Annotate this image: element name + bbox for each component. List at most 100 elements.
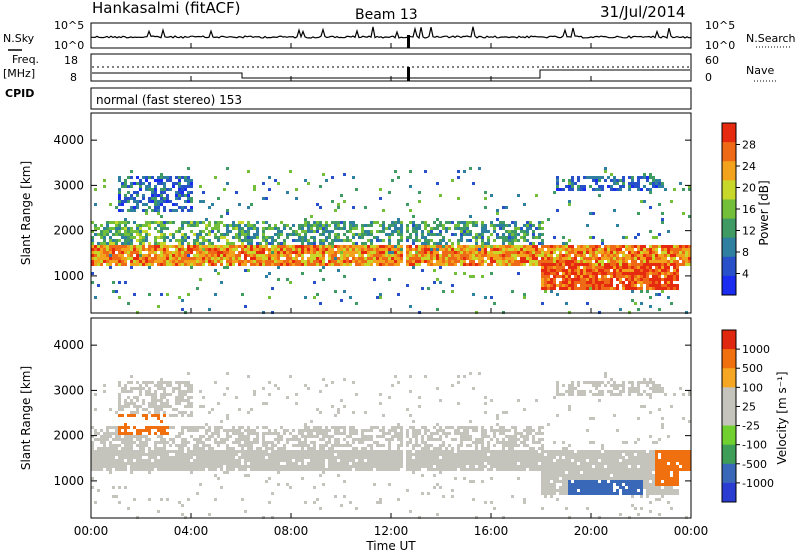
power-cell bbox=[625, 278, 628, 281]
power-cell bbox=[433, 245, 436, 248]
power-cell bbox=[454, 260, 457, 263]
power-cell bbox=[418, 251, 421, 254]
power-cell bbox=[676, 272, 679, 275]
velocity-cell bbox=[139, 438, 142, 441]
power-cell bbox=[208, 248, 211, 251]
power-cell bbox=[604, 179, 607, 182]
power-cell bbox=[562, 179, 565, 182]
power-cell bbox=[304, 248, 307, 251]
power-cell bbox=[307, 221, 310, 224]
power-cell bbox=[640, 302, 643, 305]
power-cell bbox=[520, 251, 523, 254]
power-cell bbox=[382, 254, 385, 257]
velocity-cell bbox=[127, 447, 130, 450]
power-cell bbox=[181, 191, 184, 194]
velocity-cell bbox=[199, 426, 202, 429]
velocity-cell bbox=[439, 444, 442, 447]
power-cell bbox=[208, 239, 211, 242]
power-cell bbox=[679, 263, 682, 266]
power-cell bbox=[586, 245, 589, 248]
power-cell bbox=[214, 293, 217, 296]
velocity-cell bbox=[184, 438, 187, 441]
power-cell bbox=[634, 251, 637, 254]
power-cell bbox=[643, 272, 646, 275]
power-cell bbox=[91, 245, 94, 248]
velocity-cell bbox=[481, 462, 484, 465]
velocity-cell bbox=[256, 441, 259, 444]
power-cell bbox=[184, 257, 187, 260]
power-cell bbox=[337, 245, 340, 248]
velocity-cell bbox=[211, 450, 214, 453]
power-cell bbox=[619, 278, 622, 281]
velocity-cell bbox=[268, 393, 271, 396]
power-cell bbox=[418, 263, 421, 266]
nave-label: Nave bbox=[746, 64, 774, 77]
power-cell bbox=[556, 185, 559, 188]
power-cell bbox=[574, 284, 577, 287]
velocity-cell bbox=[439, 399, 442, 402]
power-cell bbox=[175, 182, 178, 185]
power-cell bbox=[508, 230, 511, 233]
power-cell bbox=[493, 224, 496, 227]
velocity-cell bbox=[160, 384, 163, 387]
velocity-cell bbox=[223, 393, 226, 396]
power-cell bbox=[616, 179, 619, 182]
power-cell bbox=[181, 254, 184, 257]
power-cell bbox=[313, 296, 316, 299]
power-cell bbox=[667, 281, 670, 284]
power-cell bbox=[337, 236, 340, 239]
power-cell bbox=[466, 251, 469, 254]
power-cell bbox=[361, 245, 364, 248]
power-cell bbox=[208, 206, 211, 209]
power-cell bbox=[121, 233, 124, 236]
power-cell bbox=[601, 275, 604, 278]
power-cell bbox=[574, 287, 577, 290]
power-cell bbox=[580, 248, 583, 251]
power-cell bbox=[472, 254, 475, 257]
power-cell bbox=[427, 260, 430, 263]
power-cell bbox=[436, 278, 439, 281]
power-cell bbox=[586, 278, 589, 281]
power-cell bbox=[325, 236, 328, 239]
power-cell bbox=[244, 224, 247, 227]
power-cell bbox=[652, 248, 655, 251]
power-cell bbox=[319, 257, 322, 260]
power-cell bbox=[217, 230, 220, 233]
power-cell bbox=[97, 263, 100, 266]
velocity-cell bbox=[382, 435, 385, 438]
power-cell bbox=[556, 260, 559, 263]
velocity-cell bbox=[154, 462, 157, 465]
velocity-cell bbox=[193, 453, 196, 456]
velocity-cell bbox=[400, 450, 403, 453]
velocity-cell bbox=[481, 444, 484, 447]
velocity-cell bbox=[307, 450, 310, 453]
power-cell bbox=[550, 254, 553, 257]
power-cell bbox=[181, 221, 184, 224]
power-cell bbox=[406, 248, 409, 251]
velocity-cell bbox=[136, 456, 139, 459]
power-cell bbox=[340, 221, 343, 224]
power-cell bbox=[550, 266, 553, 269]
power-cell bbox=[661, 272, 664, 275]
power-cell bbox=[202, 254, 205, 257]
power-cell bbox=[184, 248, 187, 251]
velocity-cell bbox=[340, 468, 343, 471]
power-cell bbox=[226, 212, 229, 215]
power-cell bbox=[118, 257, 121, 260]
power-cell bbox=[673, 284, 676, 287]
power-cell bbox=[658, 179, 661, 182]
power-cell bbox=[433, 281, 436, 284]
velocity-cell bbox=[361, 453, 364, 456]
velocity-cell bbox=[436, 438, 439, 441]
power-cell bbox=[601, 176, 604, 179]
power-cell bbox=[202, 230, 205, 233]
power-cell bbox=[139, 257, 142, 260]
power-cell bbox=[196, 260, 199, 263]
velocity-cell bbox=[127, 381, 130, 384]
velocity-cell bbox=[382, 459, 385, 462]
power-cell bbox=[427, 233, 430, 236]
velocity-cell bbox=[418, 462, 421, 465]
power-cell bbox=[343, 260, 346, 263]
power-cell bbox=[637, 179, 640, 182]
power-cell bbox=[550, 278, 553, 281]
